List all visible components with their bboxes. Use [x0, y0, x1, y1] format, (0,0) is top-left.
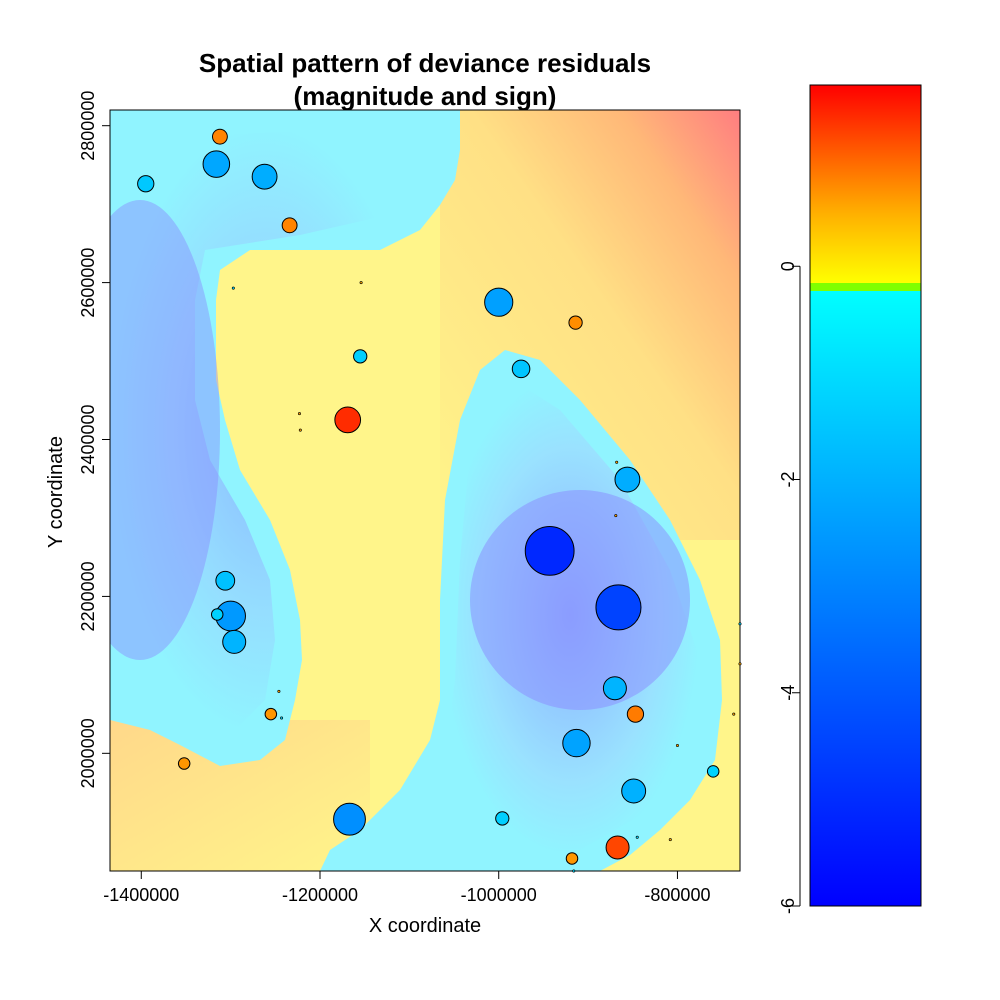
y-tick-label: 2200000 — [78, 561, 98, 631]
colorbar-positive — [810, 85, 921, 283]
residual-point — [264, 707, 278, 721]
residual-point — [635, 835, 639, 839]
residual-surface — [110, 110, 740, 871]
residual-point — [511, 359, 531, 379]
y-axis: 2000000 2200000 2400000 2600000 2800000 — [78, 91, 111, 788]
residual-point — [732, 712, 736, 716]
residual-point — [353, 349, 368, 364]
colorbar-tick-label: -6 — [778, 898, 798, 914]
residual-point — [615, 460, 619, 464]
residual-point — [334, 406, 362, 434]
residual-point — [675, 743, 679, 747]
residual-point — [495, 811, 510, 826]
colorbar-zero-band — [810, 283, 921, 291]
residual-point — [210, 608, 224, 621]
y-tick-label: 2400000 — [78, 404, 98, 474]
residual-point — [614, 514, 618, 518]
colorbar-tick-label: 0 — [778, 261, 798, 271]
colorbar-axis: 0 -2 -4 -6 — [778, 261, 801, 914]
residual-point — [614, 466, 641, 493]
residual-point — [281, 217, 298, 234]
residual-point — [621, 778, 647, 804]
x-axis-label: X coordinate — [369, 915, 481, 937]
colorbar-negative — [810, 290, 921, 906]
residual-points — [137, 128, 742, 873]
residual-point — [738, 622, 742, 626]
residual-point — [572, 869, 576, 873]
x-tick-label: -1200000 — [282, 885, 358, 905]
y-axis-label: Y coordinate — [45, 436, 67, 548]
residual-point — [568, 315, 583, 330]
colorbar-tick-label: -2 — [778, 471, 798, 487]
residual-point — [277, 689, 281, 693]
residual-point — [738, 662, 742, 666]
residual-point — [215, 570, 236, 591]
colorbar-frame — [809, 84, 922, 907]
residual-point — [359, 281, 363, 285]
residual-point — [231, 286, 235, 290]
residual-point — [524, 526, 575, 576]
residual-point — [562, 728, 591, 758]
residual-point — [602, 676, 627, 701]
y-tick-label: 2800000 — [78, 91, 98, 161]
residual-point — [565, 852, 579, 865]
residual-point — [333, 802, 366, 836]
residual-point — [137, 175, 155, 193]
x-tick-label: -1400000 — [103, 885, 179, 905]
residual-point — [202, 150, 231, 178]
colorbar-tick-label: -4 — [778, 685, 798, 701]
x-tick-label: -1000000 — [461, 885, 537, 905]
chart-title-line1: Spatial pattern of deviance residuals — [199, 48, 651, 78]
residual-point — [177, 757, 191, 770]
y-tick-label: 2000000 — [78, 718, 98, 788]
residual-point — [484, 287, 514, 317]
residual-point — [706, 765, 720, 778]
x-axis: -1400000 -1200000 -1000000 -800000 — [103, 870, 710, 905]
residual-point — [298, 428, 302, 432]
residual-point — [251, 163, 278, 190]
residual-point — [595, 584, 642, 631]
y-tick-label: 2600000 — [78, 248, 98, 318]
residual-point — [211, 128, 228, 145]
x-tick-label: -800000 — [644, 885, 710, 905]
residual-point — [280, 716, 284, 720]
residual-point — [222, 629, 247, 654]
residual-point — [668, 838, 672, 842]
residual-point — [605, 835, 630, 860]
colorbar: 0 -2 -4 -6 — [778, 84, 922, 914]
residual-point — [626, 705, 645, 723]
chart-title-line2: (magnitude and sign) — [294, 81, 557, 111]
residual-point — [297, 412, 301, 416]
